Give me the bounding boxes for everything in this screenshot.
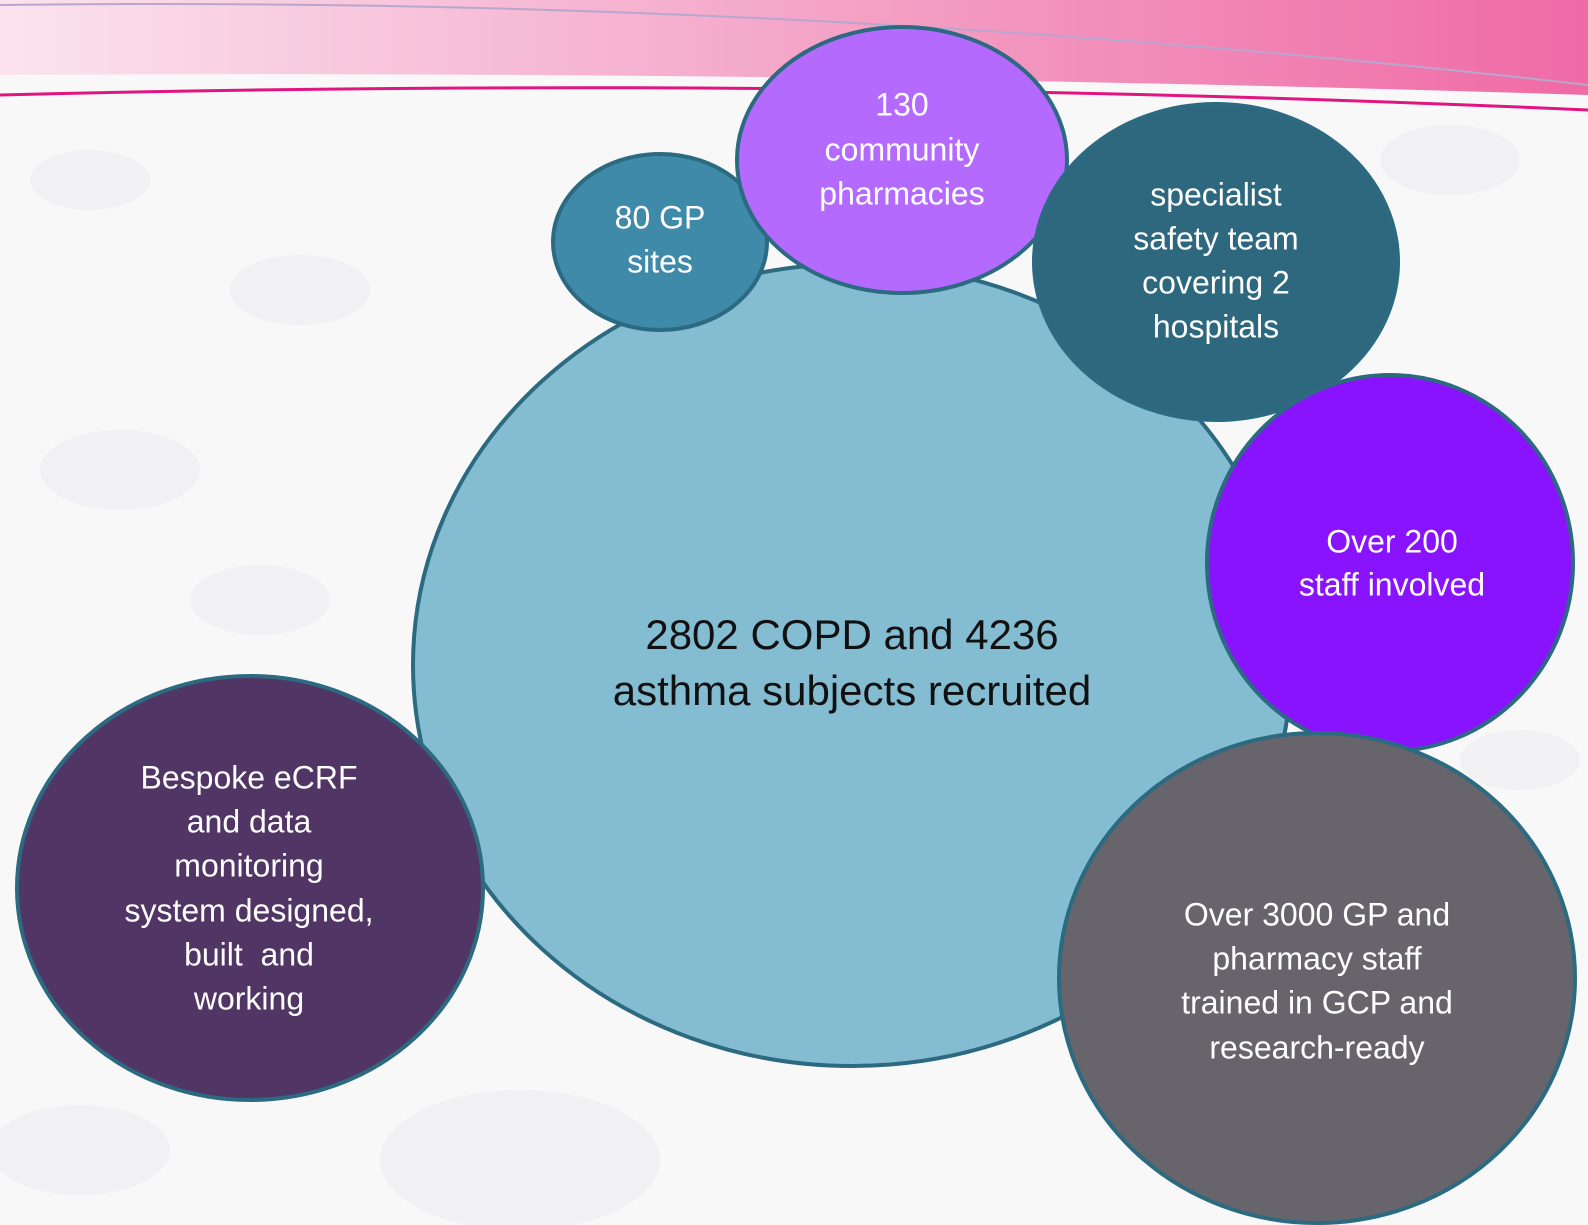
- header-band: [0, 0, 1588, 95]
- bubble: [1057, 731, 1577, 1225]
- bubble-text: 80 GP: [615, 199, 706, 235]
- bubble-text: community: [825, 131, 980, 167]
- bubble-text: asthma subjects recruited: [613, 667, 1092, 714]
- bubble-text: built and: [184, 936, 314, 972]
- bubble-text: sites: [627, 243, 693, 279]
- bubble-text: research-ready: [1209, 1029, 1424, 1065]
- bubble-text: Bespoke eCRF: [141, 759, 358, 795]
- bubble-text: working: [193, 980, 304, 1016]
- bubble-text: and data: [187, 803, 312, 839]
- bubble: [15, 674, 485, 1102]
- bubble-text: system designed,: [124, 892, 373, 928]
- bubble-text: pharmacies: [819, 175, 984, 211]
- bubble: [735, 25, 1069, 295]
- bubble-text: Over 200: [1326, 523, 1458, 559]
- bubble-text: staff involved: [1299, 566, 1485, 602]
- header-line: [0, 3, 1588, 86]
- bubble-text: specialist: [1150, 176, 1282, 212]
- bubble-text: monitoring: [174, 847, 323, 883]
- background-dots: [0, 125, 1580, 1225]
- bubble-text: safety team: [1133, 220, 1298, 256]
- bubble: [1205, 373, 1575, 753]
- bubble-text: trained in GCP and: [1181, 984, 1453, 1020]
- bubble-text: covering 2: [1142, 264, 1290, 300]
- bubble-text: 2802 COPD and 4236: [645, 611, 1058, 658]
- bubble-text: pharmacy staff: [1212, 940, 1421, 976]
- bubble: [551, 152, 769, 332]
- bubble-text: Over 3000 GP and: [1184, 896, 1450, 932]
- bubble: [1032, 102, 1400, 422]
- bubble-text: 130: [875, 86, 928, 122]
- bubble-text: hospitals: [1153, 308, 1279, 344]
